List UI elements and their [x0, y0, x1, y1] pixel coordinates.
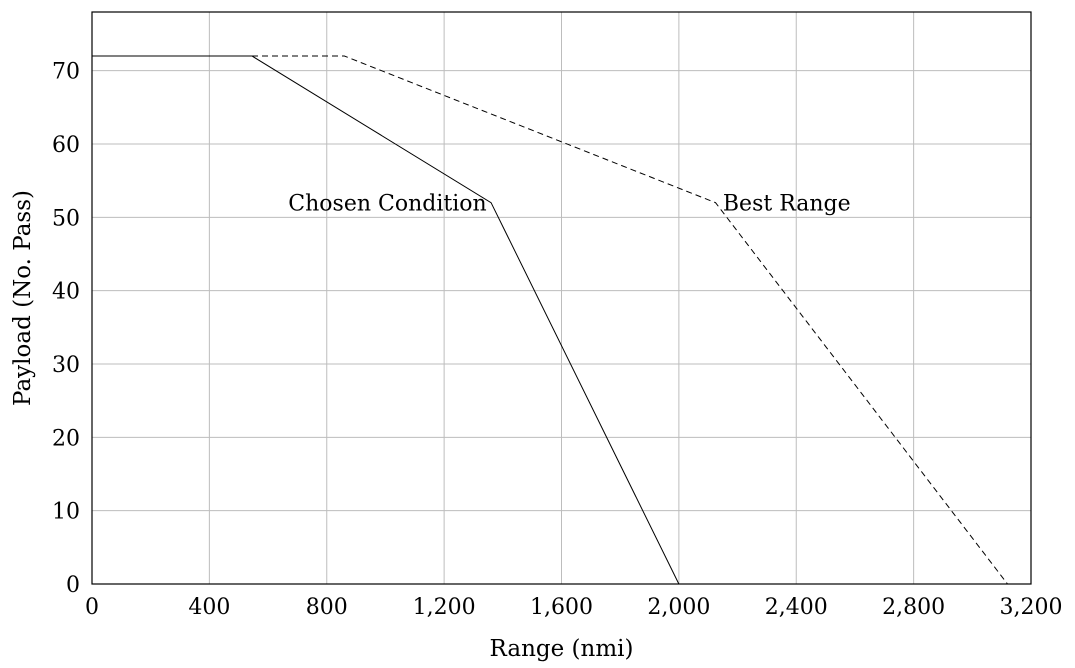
y-tick-label: 10	[52, 500, 80, 525]
best-range-label: Best Range	[723, 192, 851, 217]
annotations: Chosen Condition Best Range	[288, 192, 850, 217]
x-tick-label: 0	[85, 595, 99, 620]
y-tick-label: 30	[52, 353, 80, 378]
y-tick-label: 20	[52, 426, 80, 451]
y-tick-label: 50	[52, 206, 80, 231]
y-tick-label: 60	[52, 133, 80, 158]
best-range-line	[92, 55, 1008, 585]
x-tick-label: 2,400	[765, 595, 828, 620]
x-tick-label: 1,200	[413, 595, 476, 620]
chosen-condition-label: Chosen Condition	[288, 192, 486, 217]
y-axis-title: Payload (No. Pass)	[10, 190, 36, 406]
tick-labels: 0 400 800 1,200 1,600 2,000 2,400 2,800 3,200 0 10…	[52, 60, 1062, 620]
x-tick-label: 2,800	[882, 595, 945, 620]
grid	[91, 12, 1032, 585]
y-tick-label: 0	[66, 573, 80, 598]
series-group	[92, 55, 1008, 585]
x-axis-title: Range (nmi)	[490, 636, 634, 662]
chosen-condition-line	[92, 55, 680, 585]
x-tick-label: 1,600	[530, 595, 593, 620]
plot-frame	[91, 11, 1032, 585]
x-tick-label: 800	[306, 595, 348, 620]
y-tick-label: 40	[52, 280, 80, 305]
y-tick-label: 70	[52, 60, 80, 85]
x-tick-label: 2,000	[647, 595, 710, 620]
x-tick-label: 400	[188, 595, 230, 620]
x-tick-label: 3,200	[1000, 595, 1063, 620]
